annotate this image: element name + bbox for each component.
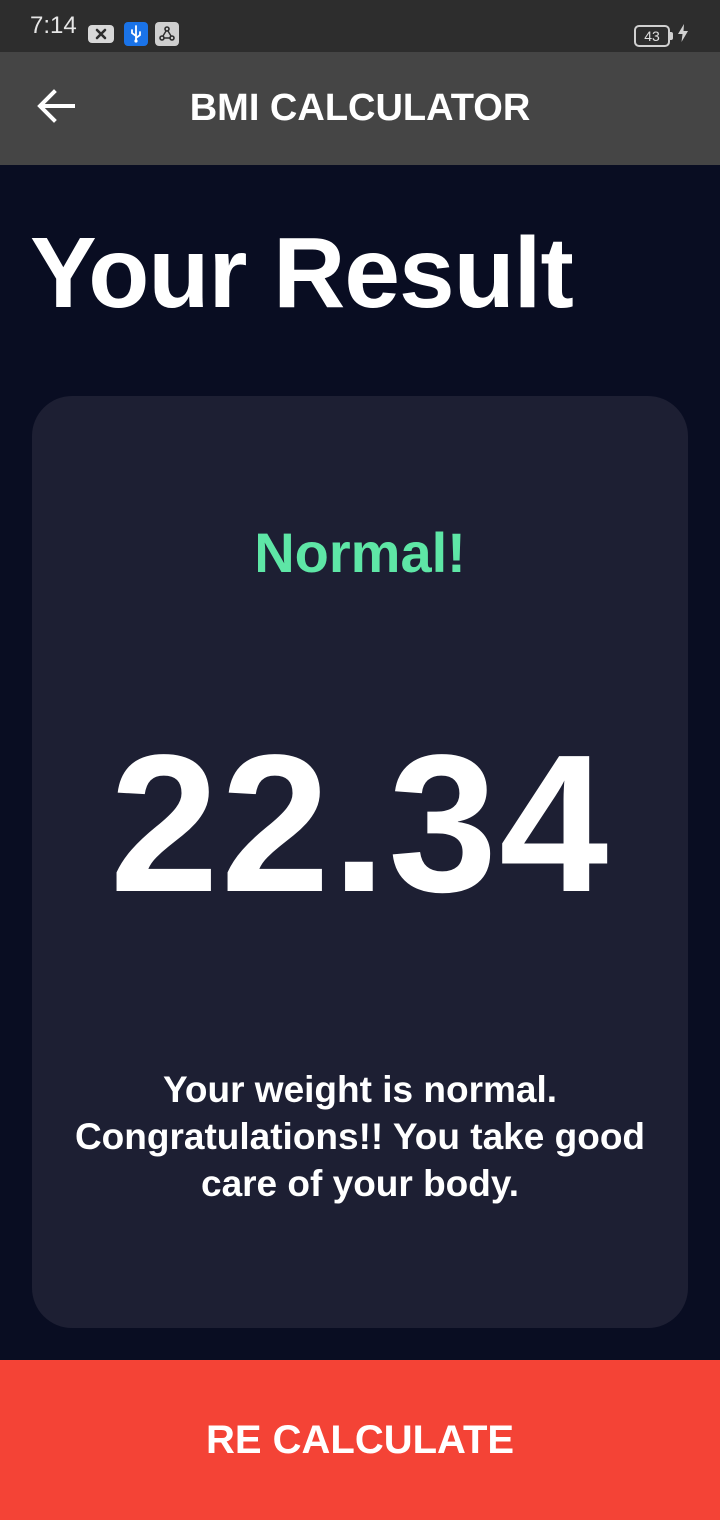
usb-icon — [124, 22, 148, 46]
share-icon — [155, 22, 179, 46]
status-bar: 7:14 43 — [0, 0, 720, 52]
notification-x-icon — [88, 25, 114, 43]
result-message: Your weight is normal. Congratulations!!… — [74, 1069, 646, 1204]
recalculate-button-label: RE CALCULATE — [205, 1417, 515, 1462]
result-status: Normal! — [254, 521, 466, 584]
recalculate-button[interactable]: RE CALCULATE — [0, 1360, 720, 1520]
app-title: BMI CALCULATOR — [189, 87, 531, 129]
status-time: 7:14 — [30, 12, 77, 39]
battery-indicator: 43 — [634, 25, 673, 47]
charging-bolt-icon — [677, 23, 689, 49]
arrow-back-icon — [37, 88, 75, 128]
page-title: Your Result — [30, 217, 574, 329]
app-bar: BMI CALCULATOR — [0, 52, 720, 165]
back-button[interactable] — [26, 78, 86, 138]
bmi-value: 22.34 — [109, 714, 611, 933]
result-card: Normal! 22.34 Your weight is normal. Con… — [32, 396, 688, 1328]
